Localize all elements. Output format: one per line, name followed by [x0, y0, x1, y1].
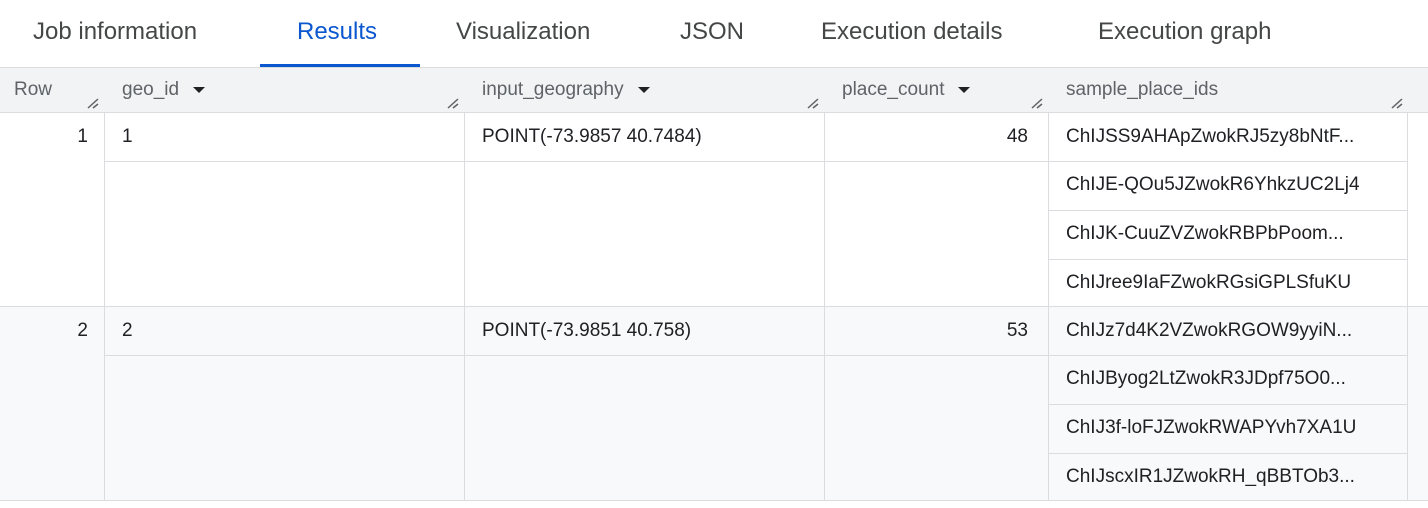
grid-line [824, 307, 825, 501]
tab-job-information[interactable]: Job information [33, 18, 198, 45]
geo-id-cell[interactable]: 2 [122, 320, 133, 341]
tab-visualization[interactable]: Visualization [456, 18, 591, 45]
column-header-row: Row [0, 68, 104, 113]
input-geography-cell[interactable]: POINT(-73.9857 40.7484) [482, 126, 702, 147]
sort-caret-icon[interactable] [637, 86, 650, 93]
sample-place-id-cell[interactable]: ChIJz7d4K2VZwokRGOW9yyiN... [1066, 320, 1353, 341]
tab-results[interactable]: Results [297, 18, 378, 45]
row-number: 1 [77, 126, 88, 147]
resize-handle-icon[interactable] [446, 97, 460, 109]
grid-line [824, 113, 825, 307]
sample-place-id-cell[interactable]: ChIJree9IaFZwokRGsiGPLSfuKU [1066, 272, 1352, 293]
sort-caret-icon[interactable] [958, 86, 971, 93]
table-header: Row geo_id input_geography place_count s… [0, 67, 1428, 113]
column-label: geo_id [122, 79, 180, 100]
grid-line [1048, 259, 1408, 260]
column-label: input_geography [482, 79, 624, 100]
geo-id-cell[interactable]: 1 [122, 126, 133, 147]
grid-line [1048, 453, 1408, 454]
sample-place-id-cell[interactable]: ChIJ3f-loFJZwokRWAPYvh7XA1U [1066, 417, 1357, 438]
resize-handle-icon[interactable] [1390, 97, 1404, 109]
sort-caret-icon[interactable] [193, 86, 206, 93]
resize-handle-icon[interactable] [86, 97, 100, 109]
tab-execution-details[interactable]: Execution details [821, 18, 1003, 45]
column-label: Row [14, 79, 53, 100]
grid-line [1048, 161, 1408, 162]
column-header-geo-id[interactable]: geo_id [104, 68, 464, 113]
sample-place-id-cell[interactable]: ChIJByog2LtZwokR3JDpf75O0... [1066, 368, 1346, 389]
input-geography-cell[interactable]: POINT(-73.9851 40.758) [482, 320, 692, 341]
column-label: place_count [842, 79, 945, 100]
grid-line [104, 161, 1048, 162]
grid-line [1048, 404, 1408, 405]
grid-line [464, 113, 465, 307]
grid-line [104, 355, 1048, 356]
column-header-sample-place-ids[interactable]: sample_place_ids [1048, 68, 1408, 113]
active-tab-indicator [260, 64, 420, 67]
sample-place-id-cell[interactable]: ChIJK-CuuZVZwokRBPbPoom... [1066, 223, 1344, 244]
tab-execution-graph[interactable]: Execution graph [1098, 18, 1272, 45]
sample-place-id-cell[interactable]: ChIJscxIR1JZwokRH_qBBTOb3... [1066, 466, 1355, 487]
grid-line [1048, 355, 1408, 356]
sample-place-id-cell[interactable]: ChIJSS9AHApZwokRJ5zy8bNtF... [1066, 126, 1355, 147]
resize-handle-icon[interactable] [806, 97, 820, 109]
resize-handle-icon[interactable] [1030, 97, 1044, 109]
tab-json[interactable]: JSON [680, 18, 745, 45]
table-row: 2 2 POINT(-73.9851 40.758) 53 ChIJz7d4K2… [0, 307, 1428, 501]
column-header-place-count[interactable]: place_count [824, 68, 1048, 113]
row-number: 2 [77, 320, 88, 341]
column-label: sample_place_ids [1066, 79, 1219, 100]
grid-line [1048, 210, 1408, 211]
grid-line [104, 113, 105, 307]
column-header-input-geography[interactable]: input_geography [464, 68, 824, 113]
place-count-cell[interactable]: 53 [1006, 320, 1028, 341]
grid-line [104, 307, 105, 501]
place-count-cell[interactable]: 48 [1006, 126, 1028, 147]
grid-line [464, 307, 465, 501]
table-row: 1 1 POINT(-73.9857 40.7484) 48 ChIJSS9AH… [0, 113, 1428, 307]
sample-place-id-cell[interactable]: ChIJE-QOu5JZwokR6YhkzUC2Lj4 [1066, 174, 1360, 195]
